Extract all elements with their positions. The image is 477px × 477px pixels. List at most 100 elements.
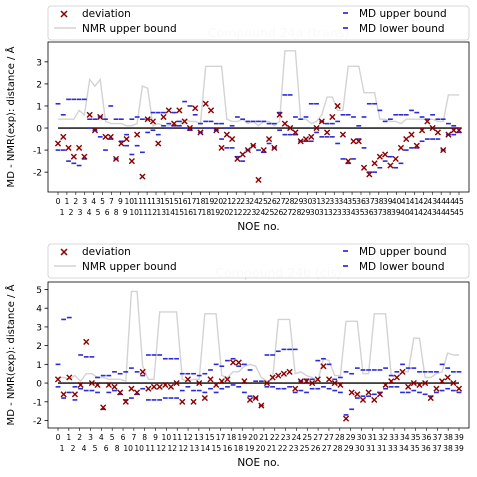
deviation-point	[192, 105, 199, 112]
deviation-point	[54, 140, 62, 147]
x-tick-label: 6	[104, 444, 109, 453]
deviation-point	[281, 120, 288, 127]
x-tick-label: 35	[410, 444, 420, 453]
x-tick-label: 35	[347, 197, 357, 206]
x-tick-label: 23	[289, 444, 299, 453]
x-tick-label: 4	[87, 208, 92, 217]
deviation-point	[434, 129, 441, 136]
deviation-point	[112, 155, 120, 163]
x-tick-label: 31	[377, 444, 387, 453]
x-tick-label: 30	[355, 444, 365, 453]
plot-area-frame	[47, 41, 470, 193]
deviation-point	[345, 158, 352, 165]
x-tick-label: 39	[391, 208, 401, 217]
deviation-point	[258, 402, 265, 409]
x-tick-label: 8	[142, 433, 147, 442]
deviation-point	[88, 379, 95, 387]
deviation-point	[429, 124, 436, 132]
x-tick-label: 26	[267, 197, 277, 206]
deviation-point	[176, 107, 183, 114]
deviation-point	[271, 144, 278, 151]
x-tick-label: 11	[142, 197, 152, 206]
x-tick-label: 3	[88, 433, 93, 442]
x-tick-label: 5	[100, 197, 105, 206]
y-tick-label: 1	[36, 361, 42, 371]
x-tick-label: 10	[124, 197, 134, 206]
deviation-point	[450, 127, 457, 134]
x-tick-label: 33	[388, 444, 398, 453]
deviation-point	[382, 381, 389, 389]
deviation-point	[263, 379, 271, 387]
y-tick-label: 5	[36, 286, 42, 296]
x-tick-label: 22	[278, 444, 288, 453]
deviation-point	[444, 374, 451, 381]
legend: deviation NMR upper bound MD upper bound MD…	[47, 243, 470, 279]
x-tick-label: 12	[147, 208, 157, 217]
deviation-point	[308, 133, 315, 140]
legend-frame	[47, 243, 470, 279]
deviation-point	[54, 376, 62, 383]
x-tick-label: 10	[162, 433, 172, 442]
x-tick-label: 13	[194, 433, 204, 442]
deviation-point	[269, 374, 276, 381]
deviation-point	[207, 107, 215, 114]
deviation-point	[331, 379, 338, 387]
x-axis-label: NOE no.	[237, 221, 279, 233]
deviation-point	[339, 131, 347, 138]
deviation-point	[229, 135, 236, 143]
x-tick-label: 11	[145, 444, 155, 453]
x-tick-label: 31	[367, 433, 377, 442]
deviation-point	[77, 381, 84, 389]
deviation-point	[100, 404, 107, 411]
x-tick-label: 26	[274, 208, 284, 217]
x-tick-label: 44	[436, 197, 446, 206]
deviation-point	[318, 118, 325, 125]
deviation-point	[186, 124, 194, 132]
deviation-point	[334, 102, 341, 110]
deviation-point	[314, 376, 321, 383]
x-tick-label: 43	[427, 208, 437, 217]
deviation-point	[76, 144, 83, 151]
deviation-point	[416, 381, 423, 389]
deviation-point	[246, 396, 254, 404]
deviation-point	[165, 107, 172, 114]
y-tick-label: 3	[36, 58, 42, 68]
x-tick-label: 28	[335, 433, 345, 442]
x-tick-label: 26	[311, 444, 321, 453]
x-tick-label: 37	[365, 197, 375, 206]
deviation-point	[252, 394, 259, 402]
deviation-point	[455, 127, 463, 134]
deviation-point	[405, 383, 412, 390]
deviation-point	[239, 151, 246, 158]
deviation-point	[397, 144, 405, 151]
x-tick-label: 40	[400, 208, 410, 217]
deviation-point	[122, 398, 129, 405]
deviation-point	[223, 131, 230, 138]
deviation-point	[287, 124, 294, 132]
legend-deviation-label: deviation	[82, 8, 131, 20]
deviation-point	[348, 389, 355, 396]
x-tick-label: 32	[328, 208, 338, 217]
x-tick-label: 17	[193, 208, 203, 217]
deviation-point	[260, 146, 267, 154]
x-tick-label: 25	[258, 197, 268, 206]
x-tick-label: 18	[227, 433, 237, 442]
deviation-point	[66, 374, 73, 381]
deviation-point	[371, 396, 378, 404]
x-tick-label: 37	[373, 208, 383, 217]
x-tick-label: 40	[392, 197, 402, 206]
x-tick-label: 34	[346, 208, 356, 217]
x-tick-label: 2	[77, 433, 82, 442]
x-tick-label: 44	[445, 197, 455, 206]
y-tick-label: -1	[33, 398, 42, 408]
x-tick-label: 12	[156, 444, 166, 453]
deviation-point	[60, 133, 67, 140]
x-tick-label: 41	[410, 197, 420, 206]
deviation-point	[371, 160, 378, 167]
deviation-point	[160, 113, 167, 121]
y-tick-label: 4	[36, 305, 42, 315]
deviation-point	[387, 162, 394, 169]
x-tick-label: 1	[60, 208, 65, 217]
chart-panel-2: -2-1012345Compound 24b (cis)012345678910…	[4, 243, 470, 469]
